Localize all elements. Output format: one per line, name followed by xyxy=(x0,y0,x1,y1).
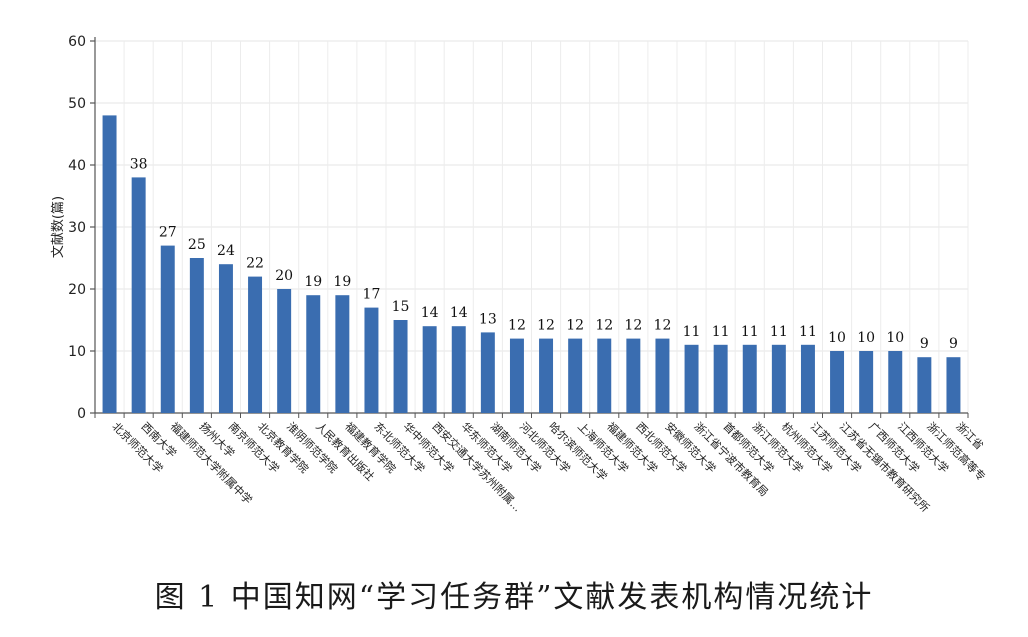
y-tick-label: 0 xyxy=(77,406,86,422)
bar xyxy=(306,295,321,413)
bar xyxy=(335,295,350,413)
data-label: 12 xyxy=(595,318,613,334)
data-label: 14 xyxy=(421,305,439,321)
bar xyxy=(626,338,641,413)
bar xyxy=(888,351,903,413)
data-label: 25 xyxy=(188,237,206,253)
bar xyxy=(160,245,175,413)
bar xyxy=(859,351,874,413)
bar xyxy=(102,115,117,414)
bar xyxy=(655,338,670,413)
bar xyxy=(917,357,932,413)
data-label: 9 xyxy=(920,336,929,352)
data-label: 11 xyxy=(741,324,759,340)
data-label: 38 xyxy=(130,156,148,172)
bar xyxy=(451,326,466,413)
y-tick-label: 40 xyxy=(68,158,86,174)
bar xyxy=(131,177,146,413)
bar xyxy=(480,332,495,413)
bar xyxy=(422,326,437,413)
figure-caption: 图 1 中国知网“学习任务群”文献发表机构情况统计 xyxy=(154,580,874,615)
data-labels: 38 27 25 24 22 20 19 19 17 15 14 14 13 12 12 12 12 12 12 11… xyxy=(130,156,958,352)
bar xyxy=(742,344,757,413)
y-axis-label: 文献数(篇) xyxy=(51,196,66,258)
data-label: 12 xyxy=(508,318,526,334)
data-label: 20 xyxy=(275,268,293,284)
bar xyxy=(771,344,786,413)
bar xyxy=(946,357,961,413)
data-label: 10 xyxy=(828,330,846,346)
y-tick-label: 50 xyxy=(68,96,86,112)
data-label: 19 xyxy=(304,274,322,290)
y-tick-label: 60 xyxy=(68,34,86,50)
data-label: 11 xyxy=(712,324,730,340)
data-label: 9 xyxy=(949,336,958,352)
y-tick-label: 20 xyxy=(68,282,86,298)
y-tick-label: 30 xyxy=(68,220,86,236)
bar xyxy=(568,338,583,413)
data-label: 11 xyxy=(799,324,817,340)
bar xyxy=(277,289,292,413)
data-label: 10 xyxy=(886,330,904,346)
data-label: 24 xyxy=(217,243,235,259)
bar xyxy=(684,344,699,413)
bar xyxy=(364,307,379,413)
data-label: 12 xyxy=(566,318,584,334)
data-label: 12 xyxy=(624,318,642,334)
data-label: 15 xyxy=(392,299,410,315)
data-label: 11 xyxy=(770,324,788,340)
data-label: 11 xyxy=(683,324,701,340)
data-label: 17 xyxy=(363,287,381,303)
bars xyxy=(102,115,961,414)
axes xyxy=(90,37,969,418)
data-label: 13 xyxy=(479,311,497,327)
bar xyxy=(713,344,728,413)
bar xyxy=(248,276,263,413)
bar xyxy=(509,338,524,413)
bar xyxy=(830,351,845,413)
grid xyxy=(94,40,969,414)
bar xyxy=(597,338,612,413)
bar xyxy=(189,258,204,413)
y-tick-label: 10 xyxy=(68,344,86,360)
data-label: 22 xyxy=(246,256,264,272)
x-tick-labels: 北京师范大学西南大学福建师范大学附属中学扬州大学南京师范大学北京教育学院淮阴师范… xyxy=(109,419,988,514)
data-label: 12 xyxy=(654,318,672,334)
data-label: 27 xyxy=(159,225,177,241)
data-label: 12 xyxy=(537,318,555,334)
data-label: 10 xyxy=(857,330,875,346)
bar xyxy=(218,264,233,413)
bar xyxy=(393,320,408,413)
data-label: 19 xyxy=(333,274,351,290)
bar xyxy=(800,344,815,413)
bar xyxy=(539,338,554,413)
y-tick-labels: 0 10 20 30 40 50 60 xyxy=(68,34,86,422)
data-label: 14 xyxy=(450,305,468,321)
